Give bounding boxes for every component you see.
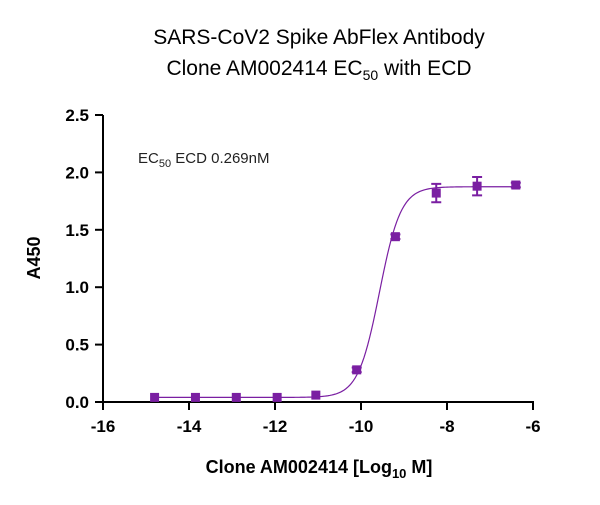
data-point [272,392,282,402]
title-line2-subscript: 50 [363,67,379,83]
y-tick-label: 1.5 [65,221,89,240]
data-point [472,181,482,191]
x-axis-label: Clone AM002414 [Log10 M] [206,457,433,481]
x-tick-label: -16 [91,417,116,436]
data-point [431,188,441,198]
chart-title-line2: Clone AM002414 EC50 with ECD [166,57,471,83]
title-line2-suffix: with ECD [378,57,471,80]
data-point [352,365,362,375]
axes [102,115,534,403]
y-tick-label: 0.0 [65,393,89,412]
x-tick-label: -6 [525,417,540,436]
x-tick-label: -8 [439,417,454,436]
y-tick-label: 2.5 [65,106,89,125]
annotation-prefix: EC [138,150,159,167]
annotation-subscript: 50 [159,158,171,170]
ec50-annotation: EC50 ECD 0.269nM [138,150,269,170]
annotation-suffix: ECD 0.269nM [171,150,269,167]
x-tick-label: -10 [349,417,374,436]
data-point [190,392,200,402]
data-point [511,180,521,190]
xlabel-subscript: 10 [392,466,406,481]
y-tick-label: 2.0 [65,163,89,182]
chart-title-line1: SARS-CoV2 Spike AbFlex Antibody [153,26,485,49]
fit-curve-group [154,186,516,399]
xlabel-suffix: M] [406,457,432,477]
ticks: -16 -14 -12 -10 -8 -6 0.0 0.5 1.0 1.5 2.0 2.5 [65,106,540,436]
xlabel-prefix: Clone AM002414 [Log [206,457,392,477]
data-point [150,392,160,402]
x-tick-label: -14 [177,417,202,436]
data-point [311,390,321,400]
x-tick-label: -12 [263,417,288,436]
data-point [231,392,241,402]
y-axis-label: A450 [24,236,44,279]
y-tick-label: 1.0 [65,278,89,297]
fit-curve [154,186,516,399]
data-point [390,232,400,242]
data-points [150,175,521,402]
title-line2-prefix: Clone AM002414 EC [166,57,362,80]
y-tick-label: 0.5 [65,336,89,355]
